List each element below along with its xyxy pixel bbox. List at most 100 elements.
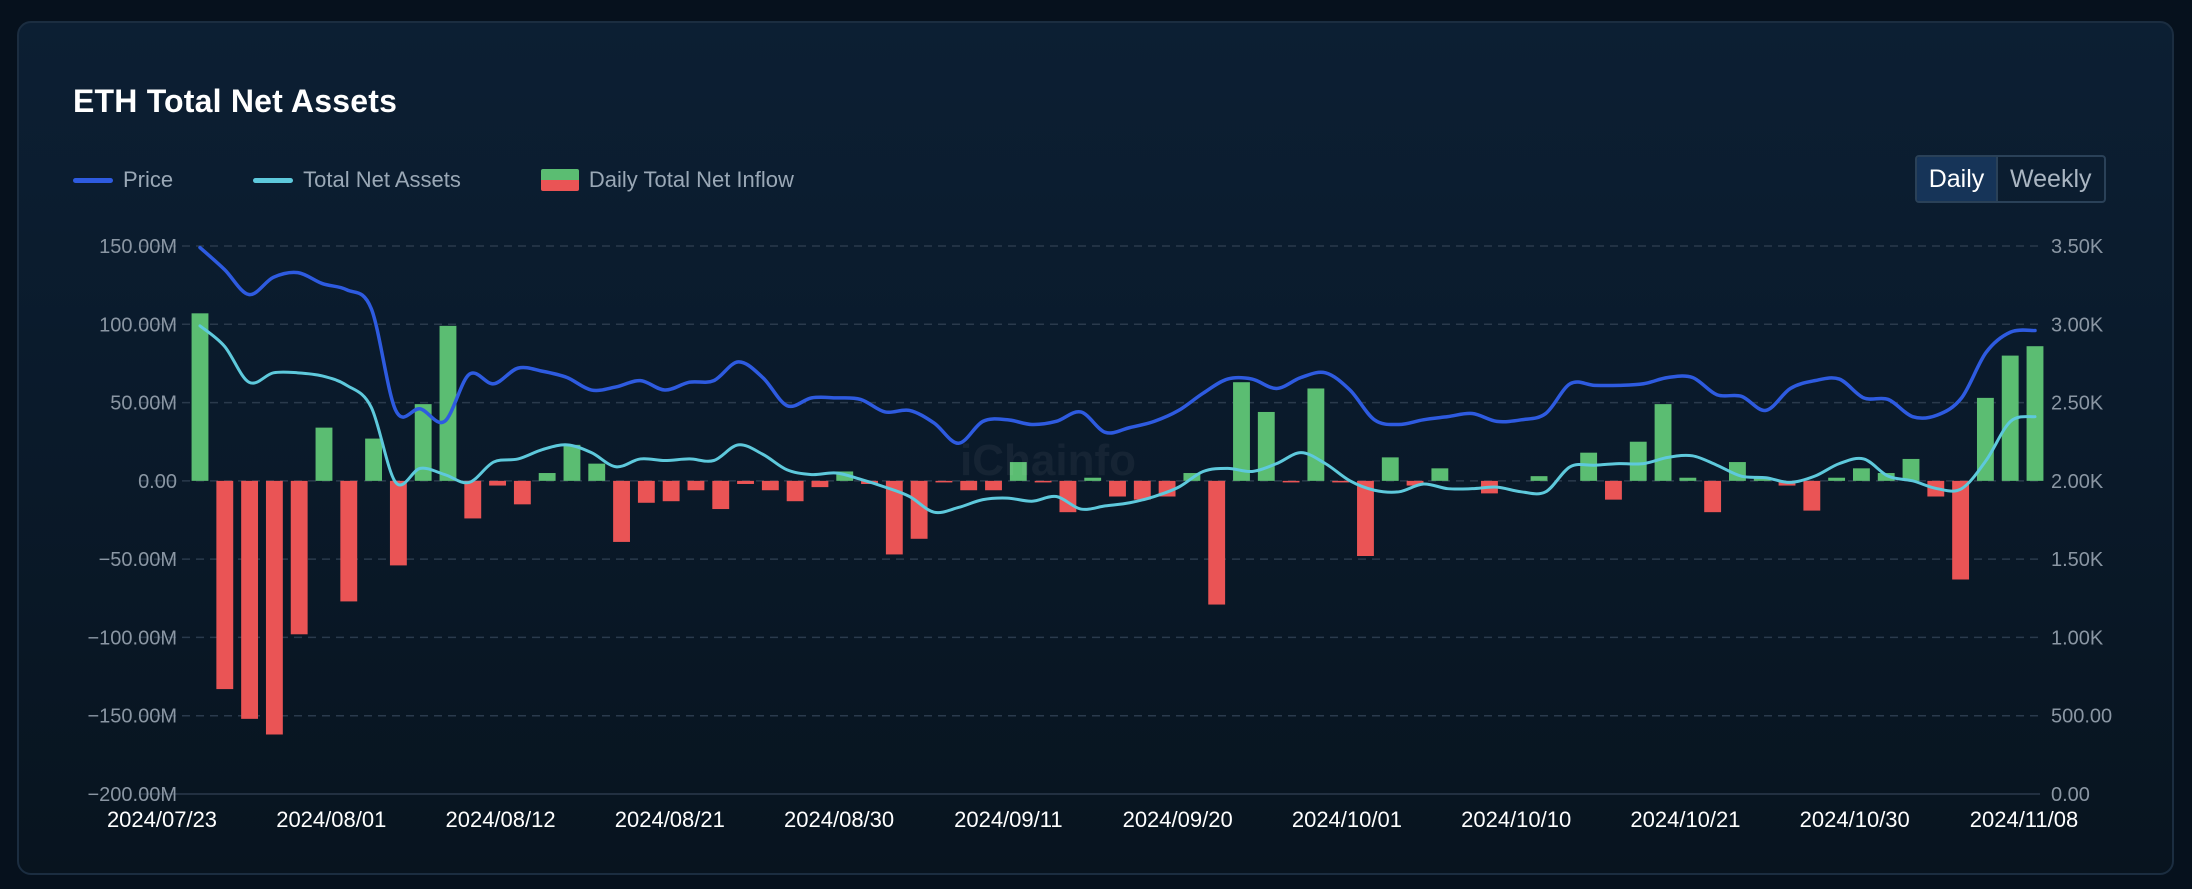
- inflow-bar[interactable]: [1605, 480, 1622, 500]
- right-axis: 3.50K 3.00K 2.50K 2.00K 1.50K 1.00K 500.00 0.00: [2051, 236, 2112, 806]
- weekly-button[interactable]: Weekly: [2010, 165, 2092, 193]
- daily-button[interactable]: Daily: [1917, 157, 1998, 201]
- inflow-bar[interactable]: [1332, 480, 1350, 483]
- inflow-bar[interactable]: [960, 480, 978, 491]
- left-axis-tick-label: −150.00M: [87, 706, 177, 728]
- watermark-text: iChainfo: [960, 436, 1136, 485]
- inflow-bar[interactable]: [2001, 355, 2019, 481]
- left-axis-tick-label: 100.00M: [99, 314, 177, 336]
- inflow-bar[interactable]: [1828, 477, 1846, 481]
- inflow-bar[interactable]: [1679, 477, 1697, 481]
- legend-label-price: Price: [123, 167, 174, 192]
- inflow-bar[interactable]: [613, 480, 630, 542]
- left-axis-tick-label: 50.00M: [110, 393, 177, 415]
- chart-title: ETH Total Net Assets: [73, 83, 398, 119]
- inflow-bar[interactable]: [340, 480, 358, 602]
- price-line[interactable]: [198, 245, 2037, 446]
- inflow-bar[interactable]: [1877, 473, 1895, 481]
- x-axis-tick-label: 2024/07/23: [107, 807, 217, 832]
- x-axis-tick-label: 2024/10/30: [1800, 807, 1910, 832]
- inflow-bar[interactable]: [1282, 480, 1300, 483]
- inflow-bar[interactable]: [786, 480, 804, 502]
- inflow-bar[interactable]: [439, 325, 457, 481]
- inflow-bar[interactable]: [935, 480, 953, 483]
- x-axis-tick-label: 2024/08/21: [615, 807, 725, 832]
- inflow-bar[interactable]: [910, 480, 928, 539]
- inflow-bar[interactable]: [1084, 477, 1102, 481]
- inflow-bar[interactable]: [885, 480, 903, 555]
- inflow-bar[interactable]: [1208, 480, 1226, 605]
- legend-item-price[interactable]: Price: [73, 167, 173, 193]
- x-axis-tick-label: 2024/09/11: [954, 807, 1062, 832]
- inflow-bar[interactable]: [1233, 382, 1250, 481]
- x-axis-tick-label: 2024/11/08: [1970, 807, 2078, 832]
- inflow-bar[interactable]: [588, 463, 606, 481]
- line-series: [198, 245, 2037, 515]
- inflow-bar[interactable]: [489, 480, 506, 486]
- x-axis-tick-label: 2024/08/12: [445, 807, 555, 832]
- left-axis-tick-label: −100.00M: [87, 627, 177, 649]
- legend-label-total-net-assets: Total Net Assets: [303, 167, 461, 192]
- right-axis-tick-label: 0.00: [2051, 784, 2090, 806]
- inflow-bar[interactable]: [315, 427, 333, 481]
- inflow-bar[interactable]: [712, 480, 730, 510]
- inflow-bar[interactable]: [1257, 411, 1275, 481]
- grid-lines: [140, 245, 2040, 795]
- legend-label-daily-inflow: Daily Total Net Inflow: [588, 167, 794, 192]
- inflow-bar[interactable]: [365, 438, 383, 481]
- inflow-bar-swatch-icon: [540, 169, 579, 191]
- inflow-bar[interactable]: [761, 480, 779, 491]
- inflow-bar[interactable]: [1902, 458, 1920, 481]
- inflow-bar[interactable]: [241, 480, 259, 719]
- inflow-bar[interactable]: [811, 480, 829, 488]
- inflow-bars: [191, 313, 2044, 735]
- inflow-bar[interactable]: [1976, 397, 1994, 481]
- inflow-bar[interactable]: [1852, 468, 1870, 481]
- inflow-bar[interactable]: [265, 480, 283, 735]
- total-net-assets-line[interactable]: [198, 324, 2037, 515]
- inflow-bar[interactable]: [1034, 480, 1052, 483]
- right-axis-tick-label: 3.00K: [2051, 314, 2104, 336]
- x-axis-tick-label: 2024/09/20: [1123, 807, 1233, 832]
- inflow-bar[interactable]: [1009, 462, 1027, 481]
- inflow-bar[interactable]: [662, 480, 680, 502]
- total-net-assets-line-swatch-icon: [253, 177, 294, 183]
- inflow-bar[interactable]: [513, 480, 531, 505]
- inflow-bar[interactable]: [1431, 468, 1449, 481]
- legend-item-total-net-assets[interactable]: Total Net Assets: [253, 167, 461, 193]
- inflow-bar[interactable]: [216, 480, 234, 690]
- inflow-bar[interactable]: [637, 480, 655, 503]
- x-axis: 2024/07/23 2024/08/01 2024/08/12 2024/08/21…: [107, 807, 2078, 832]
- inflow-bar[interactable]: [1952, 480, 1970, 580]
- inflow-bar[interactable]: [1406, 480, 1424, 486]
- inflow-bar[interactable]: [737, 480, 754, 484]
- inflow-bar[interactable]: [1381, 457, 1399, 481]
- inflow-bar[interactable]: [538, 473, 556, 481]
- inflow-bar[interactable]: [1654, 404, 1672, 481]
- inflow-bar[interactable]: [1753, 477, 1771, 481]
- inflow-bar[interactable]: [389, 480, 407, 566]
- inflow-bar[interactable]: [1530, 476, 1548, 481]
- price-line-swatch-icon: [73, 177, 113, 183]
- inflow-bar[interactable]: [290, 480, 308, 635]
- inflow-bar[interactable]: [1109, 480, 1126, 497]
- right-axis-tick-label: 1.50K: [2051, 549, 2104, 571]
- inflow-bar[interactable]: [1357, 480, 1374, 557]
- left-axis-tick-label: −50.00M: [99, 549, 177, 571]
- inflow-bar[interactable]: [464, 480, 482, 519]
- inflow-bar[interactable]: [1803, 480, 1821, 511]
- inflow-bar[interactable]: [414, 404, 432, 481]
- inflow-bar[interactable]: [687, 480, 705, 491]
- inflow-bar[interactable]: [1133, 480, 1151, 500]
- inflow-bar[interactable]: [1704, 480, 1722, 513]
- right-axis-tick-label: 1.00K: [2051, 627, 2104, 649]
- inflow-bar[interactable]: [191, 313, 209, 481]
- inflow-bar[interactable]: [563, 444, 581, 481]
- inflow-bar[interactable]: [985, 480, 1002, 491]
- left-axis-tick-label: 0.00: [138, 471, 177, 493]
- legend-item-daily-inflow[interactable]: Daily Total Net Inflow: [540, 167, 794, 193]
- inflow-bar[interactable]: [1307, 388, 1325, 481]
- inflow-bar[interactable]: [2026, 346, 2044, 481]
- inflow-bar[interactable]: [1580, 452, 1598, 481]
- inflow-bar[interactable]: [1629, 441, 1647, 481]
